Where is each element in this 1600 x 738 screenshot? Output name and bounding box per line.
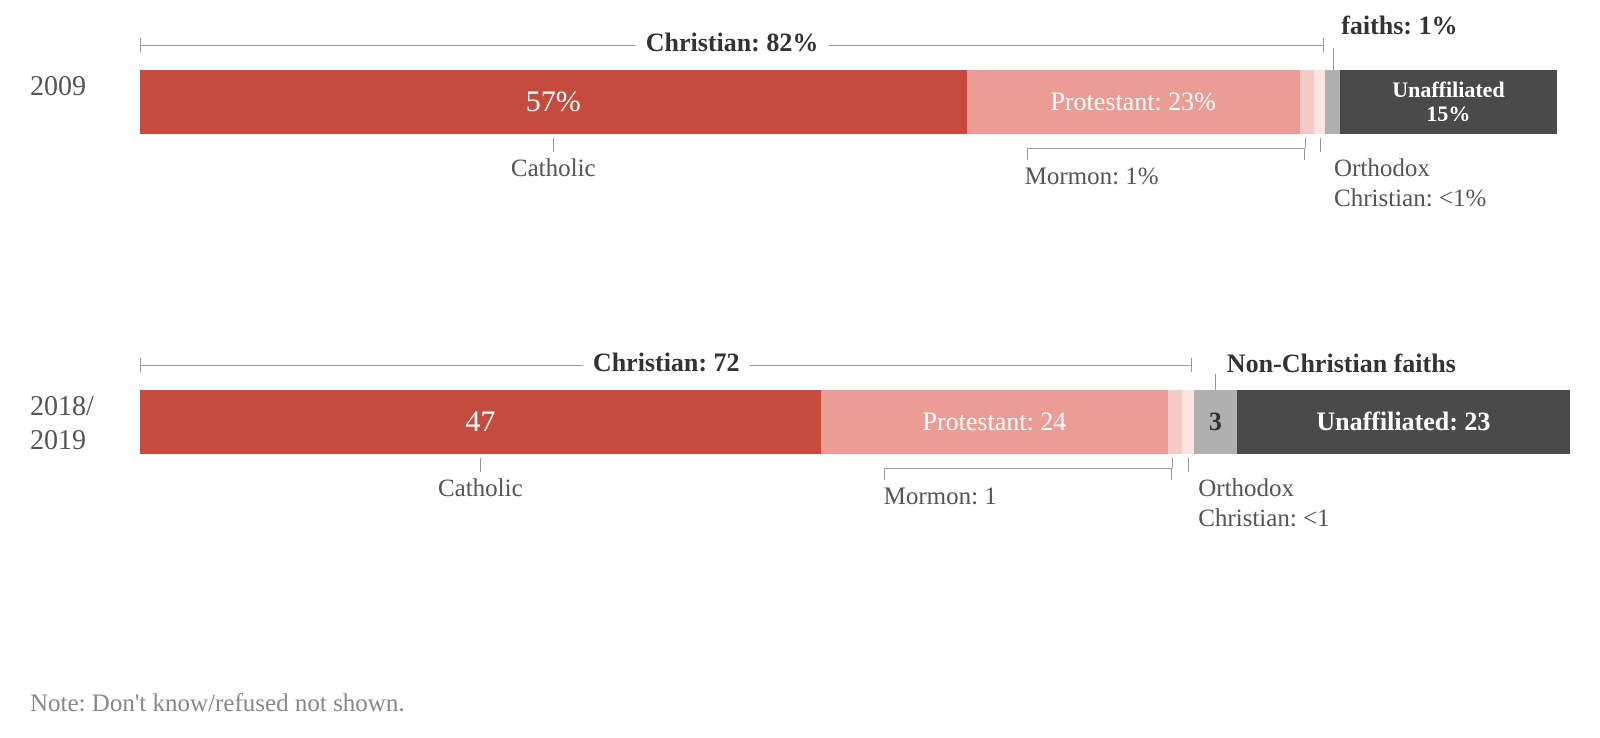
faiths-tick <box>1333 48 1334 70</box>
segment-protestant: Protestant: 24 <box>821 390 1168 454</box>
year-label: 2018/2019 <box>30 390 120 457</box>
segment-orthodox <box>1182 390 1193 454</box>
year-label: 2009 <box>30 70 120 104</box>
segment-unaffiliated: Unaffiliated: 23 <box>1237 390 1570 454</box>
unaffiliated-value: 15% <box>1426 102 1470 126</box>
mormon-label: Mormon: 1 <box>884 482 997 512</box>
mormon-label: Mormon: 1% <box>1025 162 1159 192</box>
segment-mormon <box>1168 390 1182 454</box>
religion-stacked-bar-chart: 2009 Christian: 82% faiths: 1% 57% Prote… <box>30 20 1570 718</box>
christian-bracket: Christian: 72 <box>140 340 1192 390</box>
chart-row-2009: 2009 Christian: 82% faiths: 1% 57% Prote… <box>30 20 1570 250</box>
segment-unaffiliated: Unaffiliated 15% <box>1340 70 1557 134</box>
christian-bracket: Christian: 82% <box>140 20 1324 70</box>
orthodox-label: Orthodox Christian: <1 <box>1198 474 1329 534</box>
chart-note: Note: Don't know/refused not shown. <box>30 690 1570 718</box>
orthodox-label: Orthodox Christian: <1% <box>1334 154 1486 214</box>
mormon-bracket <box>884 468 1173 480</box>
segment-protestant: Protestant: 23% <box>967 70 1300 134</box>
catholic-label: Catholic <box>438 474 523 504</box>
christian-bracket-label: Christian: 72 <box>583 348 750 378</box>
mormon-bracket <box>1027 148 1306 160</box>
unaffiliated-label: Unaffiliated <box>1392 78 1504 102</box>
segment-catholic: 47 <box>140 390 821 454</box>
segment-orthodox <box>1314 70 1325 134</box>
segment-nonchristian: 3 <box>1194 390 1237 454</box>
stacked-bar: 47 Protestant: 24 3 Unaffiliated: 23 <box>140 390 1570 454</box>
segment-catholic: 57% <box>140 70 967 134</box>
nonchristian-faiths-label: faiths: 1% <box>1341 12 1457 41</box>
catholic-label: Catholic <box>511 154 596 184</box>
chart-row-2018-2019: 2018/2019 Christian: 72 Non-Christian fa… <box>30 340 1570 570</box>
nonchristian-faiths-label: Non-Christian faiths <box>1227 350 1456 379</box>
bottom-labels: Catholic Mormon: 1% Orthodox Christian: … <box>140 138 1570 248</box>
christian-bracket-label: Christian: 82% <box>636 28 829 58</box>
segment-mormon <box>1300 70 1314 134</box>
bottom-labels: Catholic Mormon: 1 Orthodox Christian: <… <box>140 458 1570 568</box>
faiths-tick <box>1215 374 1216 390</box>
segment-nonchristian <box>1325 70 1339 134</box>
stacked-bar: 57% Protestant: 23% Unaffiliated 15% <box>140 70 1570 134</box>
